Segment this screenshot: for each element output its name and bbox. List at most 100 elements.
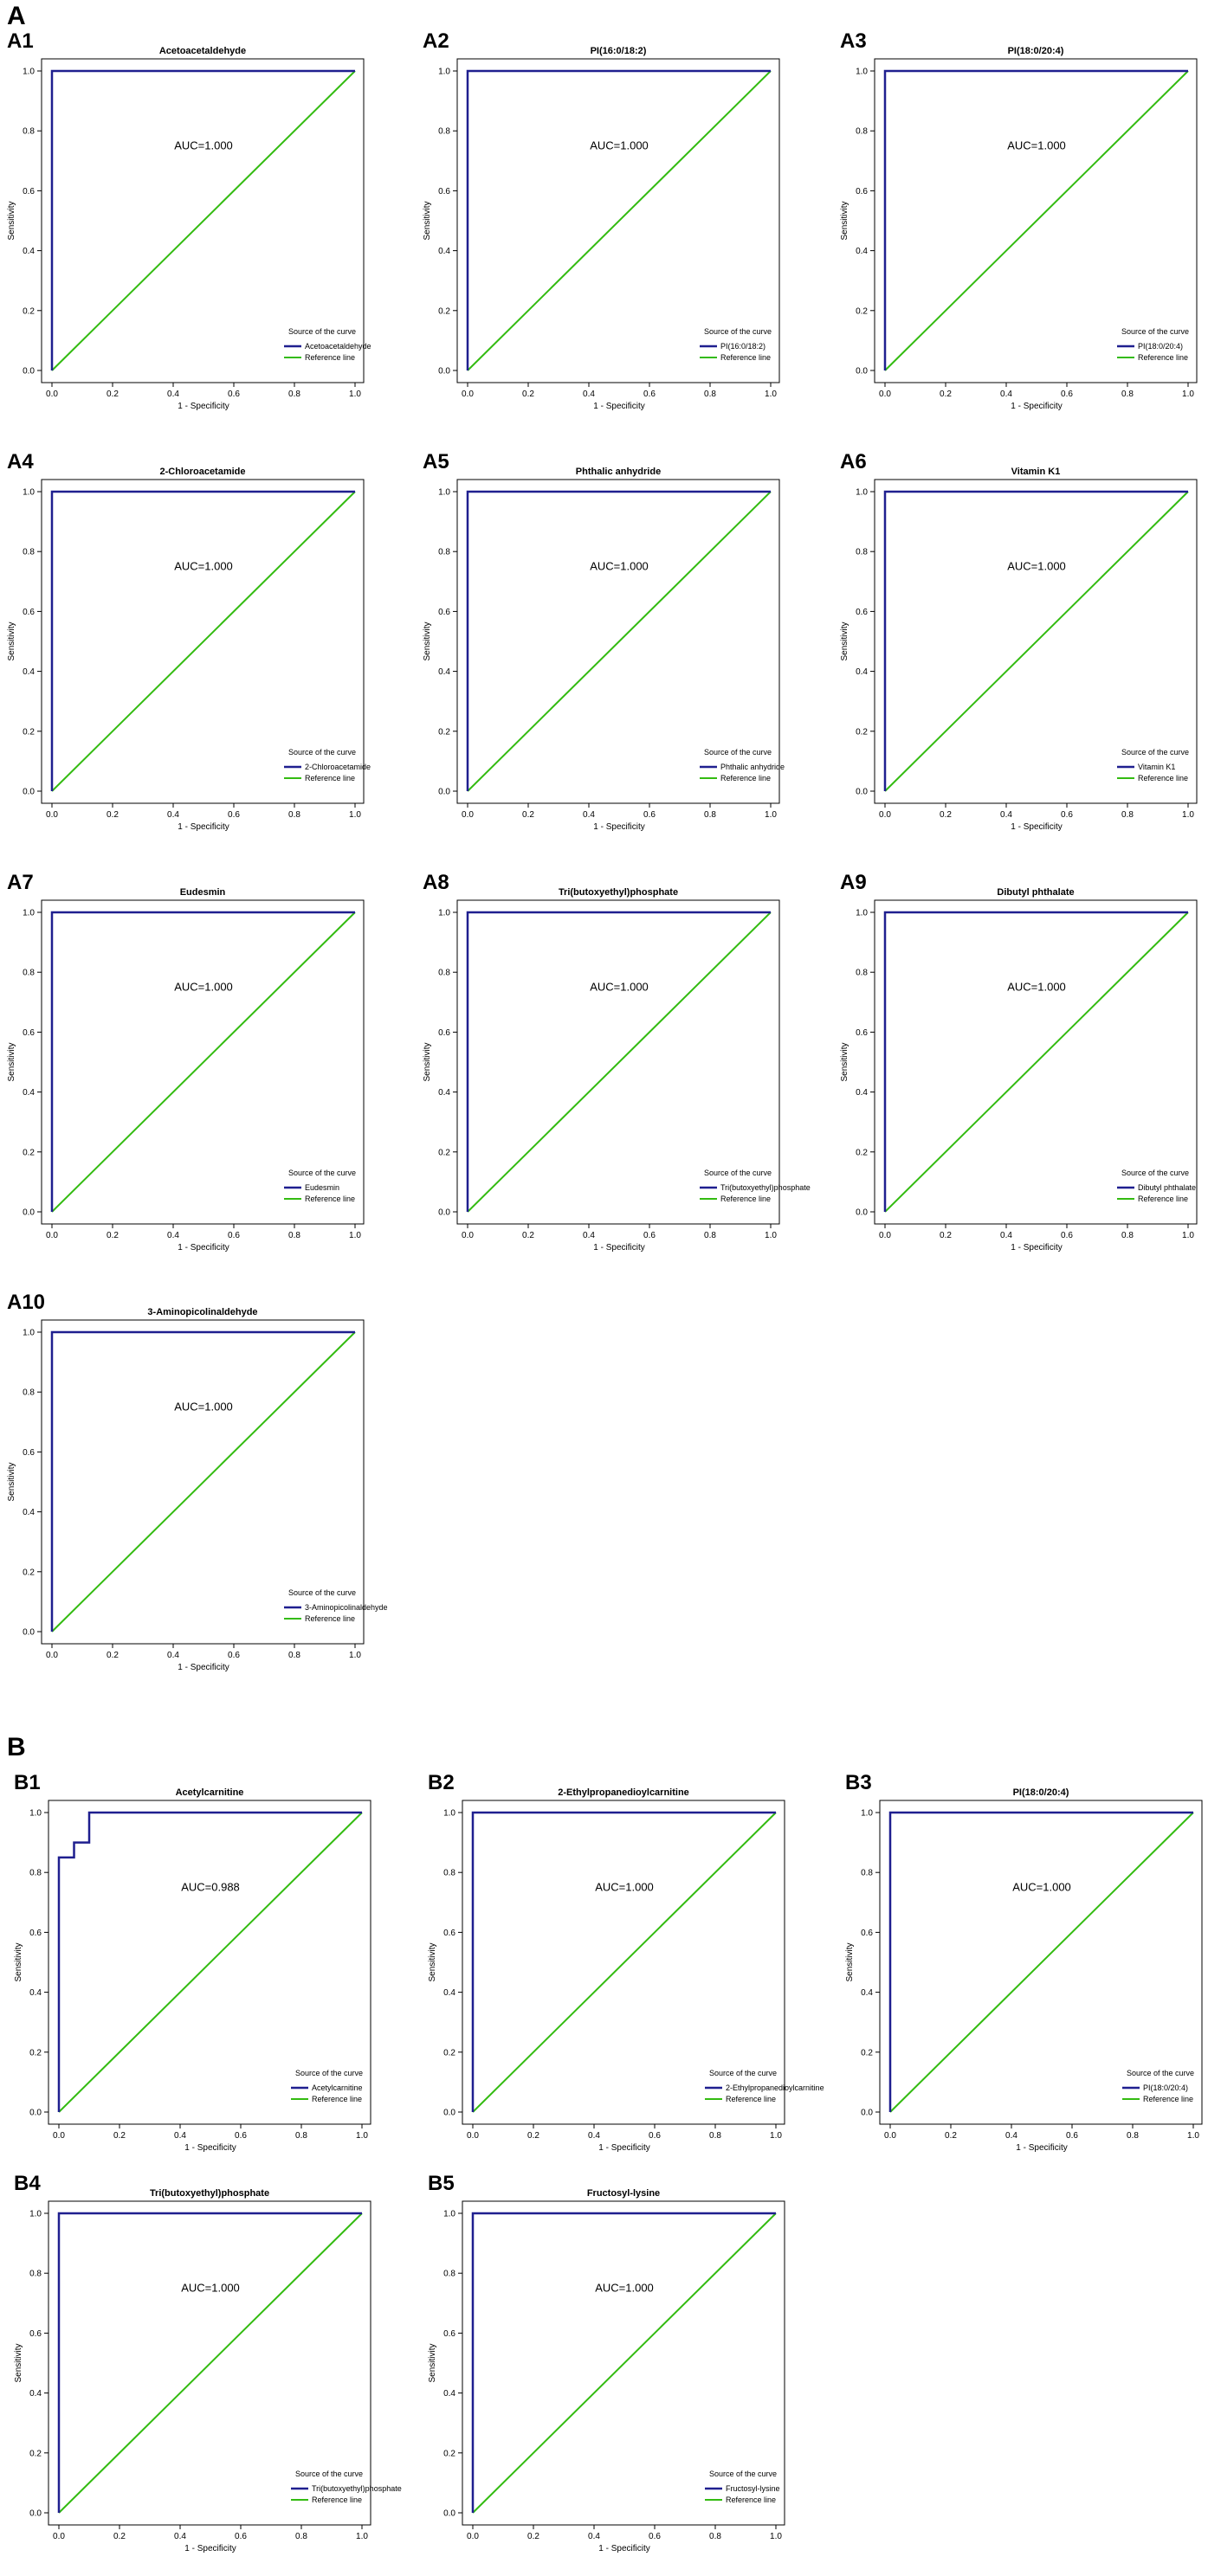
- x-axis-label: 1 - Specificity: [1016, 2143, 1067, 2153]
- legend-title: Source of the curve: [704, 1169, 772, 1177]
- y-tick-label: 0.2: [23, 1568, 35, 1577]
- x-axis-label: 1 - Specificity: [178, 1663, 229, 1672]
- x-tick-label: 0.6: [228, 1651, 240, 1660]
- x-tick-label: 0.6: [643, 810, 656, 820]
- y-axis-label: Sensitivity: [7, 1462, 16, 1501]
- y-tick-label: 0.2: [29, 2449, 42, 2458]
- x-tick-label: 0.6: [1066, 2131, 1078, 2141]
- auc-annotation: AUC=1.000: [595, 1881, 654, 1894]
- panel-label-a8: A8: [423, 871, 449, 894]
- legend-roc-label: 3-Aminopicolinaldehyde: [305, 1603, 388, 1612]
- chart-title: Dibutyl phthalate: [997, 887, 1074, 898]
- roc-panel-b3: B3 PI(18:0/20:4) 0.0 0.0 0.2 0.2 0.4 0.4 0.6 0.6 0…: [845, 1773, 1208, 2157]
- reference-line: [51, 491, 356, 792]
- y-axis-label: Sensitivity: [7, 621, 16, 660]
- x-tick-label: 0.6: [228, 810, 240, 820]
- y-tick-label: 0.6: [23, 1448, 35, 1458]
- reference-line: [884, 70, 1189, 371]
- x-tick-label: 1.0: [1187, 2131, 1199, 2141]
- y-tick-label: 0.4: [23, 1088, 35, 1098]
- x-axis-label: 1 - Specificity: [1011, 822, 1062, 832]
- y-tick-label: 0.0: [438, 788, 450, 797]
- chart-title: Tri(butoxyethyl)phosphate: [559, 887, 678, 898]
- auc-annotation: AUC=1.000: [174, 981, 233, 994]
- legend-roc-label: Tri(butoxyethyl)phosphate: [312, 2484, 402, 2493]
- roc-curve: [466, 911, 771, 1212]
- legend-roc-label: Fructosyl-lysine: [726, 2484, 780, 2493]
- y-tick-label: 0.8: [856, 127, 868, 137]
- auc-annotation: AUC=1.000: [595, 2282, 654, 2295]
- legend-reference-label: Reference line: [1138, 774, 1188, 782]
- x-tick-label: 0.8: [709, 2131, 721, 2141]
- roc-chart-b1: Acetylcarnitine 0.0 0.0 0.2 0.2 0.4 0.4 0.6 0.6 0…: [14, 1787, 371, 2153]
- y-tick-label: 0.6: [438, 1028, 450, 1038]
- x-tick-label: 0.8: [1127, 2131, 1139, 2141]
- roc-chart-b3: PI(18:0/20:4) 0.0 0.0 0.2 0.2 0.4 0.4 0.6 0.6 0.8…: [845, 1787, 1203, 2153]
- x-tick-label: 0.8: [1121, 810, 1134, 820]
- roc-curve: [57, 2212, 362, 2513]
- x-tick-label: 0.0: [879, 390, 891, 399]
- roc-curve: [883, 69, 1188, 370]
- roc-curve: [466, 490, 771, 791]
- x-tick-label: 0.0: [467, 2532, 479, 2541]
- roc-panel-a10: A10 3-Aminopicolinaldehyde 0.0 0.0 0.2 0.2 0.4…: [7, 1292, 388, 1677]
- panel-label-b4: B4: [14, 2172, 41, 2195]
- x-axis-label: 1 - Specificity: [1011, 1243, 1062, 1253]
- reference-line: [467, 491, 772, 792]
- chart-title: Eudesmin: [180, 887, 226, 898]
- legend-reference-label: Reference line: [312, 2095, 362, 2103]
- legend-roc-label: PI(16:0/18:2): [720, 342, 765, 351]
- y-tick-label: 0.6: [856, 1028, 868, 1038]
- x-tick-label: 0.4: [167, 1651, 179, 1660]
- auc-annotation: AUC=1.000: [174, 139, 233, 152]
- x-tick-label: 0.2: [945, 2131, 957, 2141]
- x-tick-label: 0.8: [288, 1651, 300, 1660]
- y-tick-label: 0.4: [29, 2389, 42, 2399]
- auc-annotation: AUC=1.000: [590, 139, 649, 152]
- chart-title: Acetylcarnitine: [176, 1787, 244, 1798]
- legend-reference-label: Reference line: [720, 1195, 771, 1203]
- chart-title: Phthalic anhydride: [576, 467, 661, 477]
- plot-frame: [879, 1800, 1203, 2125]
- x-tick-label: 0.8: [704, 810, 716, 820]
- chart-title: 2-Chloroacetamide: [159, 467, 245, 477]
- y-tick-label: 1.0: [856, 909, 868, 918]
- legend-title: Source of the curve: [1121, 748, 1189, 757]
- y-tick-label: 0.8: [23, 1388, 35, 1398]
- reference-line: [889, 1812, 1194, 2113]
- legend-title: Source of the curve: [288, 1588, 356, 1597]
- panel-label-a6: A6: [840, 450, 867, 473]
- y-tick-label: 0.0: [443, 2109, 455, 2118]
- y-tick-label: 0.2: [438, 306, 450, 316]
- y-tick-label: 0.2: [856, 306, 868, 316]
- roc-chart-a10: 3-Aminopicolinaldehyde 0.0 0.0 0.2 0.2 0.4 0.4…: [7, 1307, 388, 1672]
- y-axis-label: Sensitivity: [428, 2343, 437, 2382]
- plot-frame: [456, 899, 780, 1225]
- roc-curve: [50, 490, 355, 791]
- reference-line: [472, 2212, 777, 2514]
- y-axis-label: Sensitivity: [7, 201, 16, 240]
- legend-reference-label: Reference line: [312, 2496, 362, 2504]
- y-tick-label: 0.0: [29, 2509, 42, 2519]
- legend-reference-label: Reference line: [726, 2496, 776, 2504]
- x-tick-label: 0.2: [522, 390, 534, 399]
- roc-panel-b4: B4 Tri(butoxyethyl)phosphate 0.0 0.0 0.2 0.2 0…: [14, 2172, 402, 2558]
- y-axis-label: Sensitivity: [845, 1942, 855, 1981]
- y-tick-label: 0.2: [438, 727, 450, 737]
- roc-panel-a7: A7 Eudesmin 0.0 0.0 0.2 0.2 0.4 0.4 0.6 0.6 0.8 0.8…: [7, 873, 374, 1257]
- legend-title: Source of the curve: [709, 2069, 777, 2077]
- y-tick-label: 0.4: [23, 667, 35, 677]
- y-axis-label: Sensitivity: [423, 621, 432, 660]
- y-tick-label: 1.0: [856, 488, 868, 498]
- y-tick-label: 1.0: [443, 2210, 455, 2219]
- x-tick-label: 1.0: [1182, 1231, 1194, 1240]
- y-tick-label: 0.2: [23, 1148, 35, 1157]
- x-tick-label: 0.4: [1000, 810, 1012, 820]
- y-axis-label: Sensitivity: [423, 201, 432, 240]
- legend-title: Source of the curve: [295, 2470, 363, 2478]
- roc-chart-a8: Tri(butoxyethyl)phosphate 0.0 0.0 0.2 0.2 0.4…: [423, 887, 811, 1253]
- x-tick-label: 0.0: [462, 390, 474, 399]
- legend-reference-label: Reference line: [720, 774, 771, 782]
- plot-frame: [41, 1319, 365, 1645]
- legend-roc-label: Eudesmin: [305, 1183, 339, 1192]
